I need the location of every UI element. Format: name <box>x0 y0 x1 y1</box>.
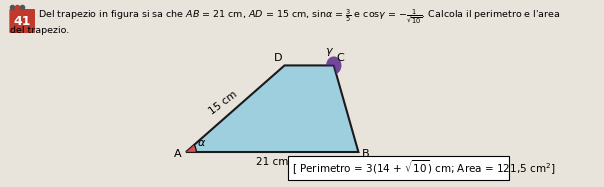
Text: D: D <box>274 53 282 63</box>
Text: A: A <box>174 149 181 159</box>
Text: del trapezio.: del trapezio. <box>10 25 69 34</box>
FancyBboxPatch shape <box>288 156 509 180</box>
Text: 21 cm: 21 cm <box>256 157 289 167</box>
Text: C: C <box>336 53 344 63</box>
Text: α: α <box>198 138 205 148</box>
FancyBboxPatch shape <box>10 9 35 33</box>
Text: B: B <box>361 149 369 159</box>
Wedge shape <box>186 145 196 152</box>
Text: $[$ Perimetro = 3(14 + $\sqrt{10}$) cm; Area = 121,5 cm$^2$$]$: $[$ Perimetro = 3(14 + $\sqrt{10}$) cm; … <box>292 159 555 177</box>
Text: 15 cm: 15 cm <box>207 89 239 117</box>
Text: 41: 41 <box>13 15 31 27</box>
Wedge shape <box>326 56 341 74</box>
Polygon shape <box>186 65 358 152</box>
Text: Del trapezio in figura si sa che $\mathit{AB}$ = 21 cm, $\mathit{AD}$ = 15 cm, s: Del trapezio in figura si sa che $\mathi… <box>37 7 560 25</box>
Text: γ: γ <box>326 46 332 56</box>
